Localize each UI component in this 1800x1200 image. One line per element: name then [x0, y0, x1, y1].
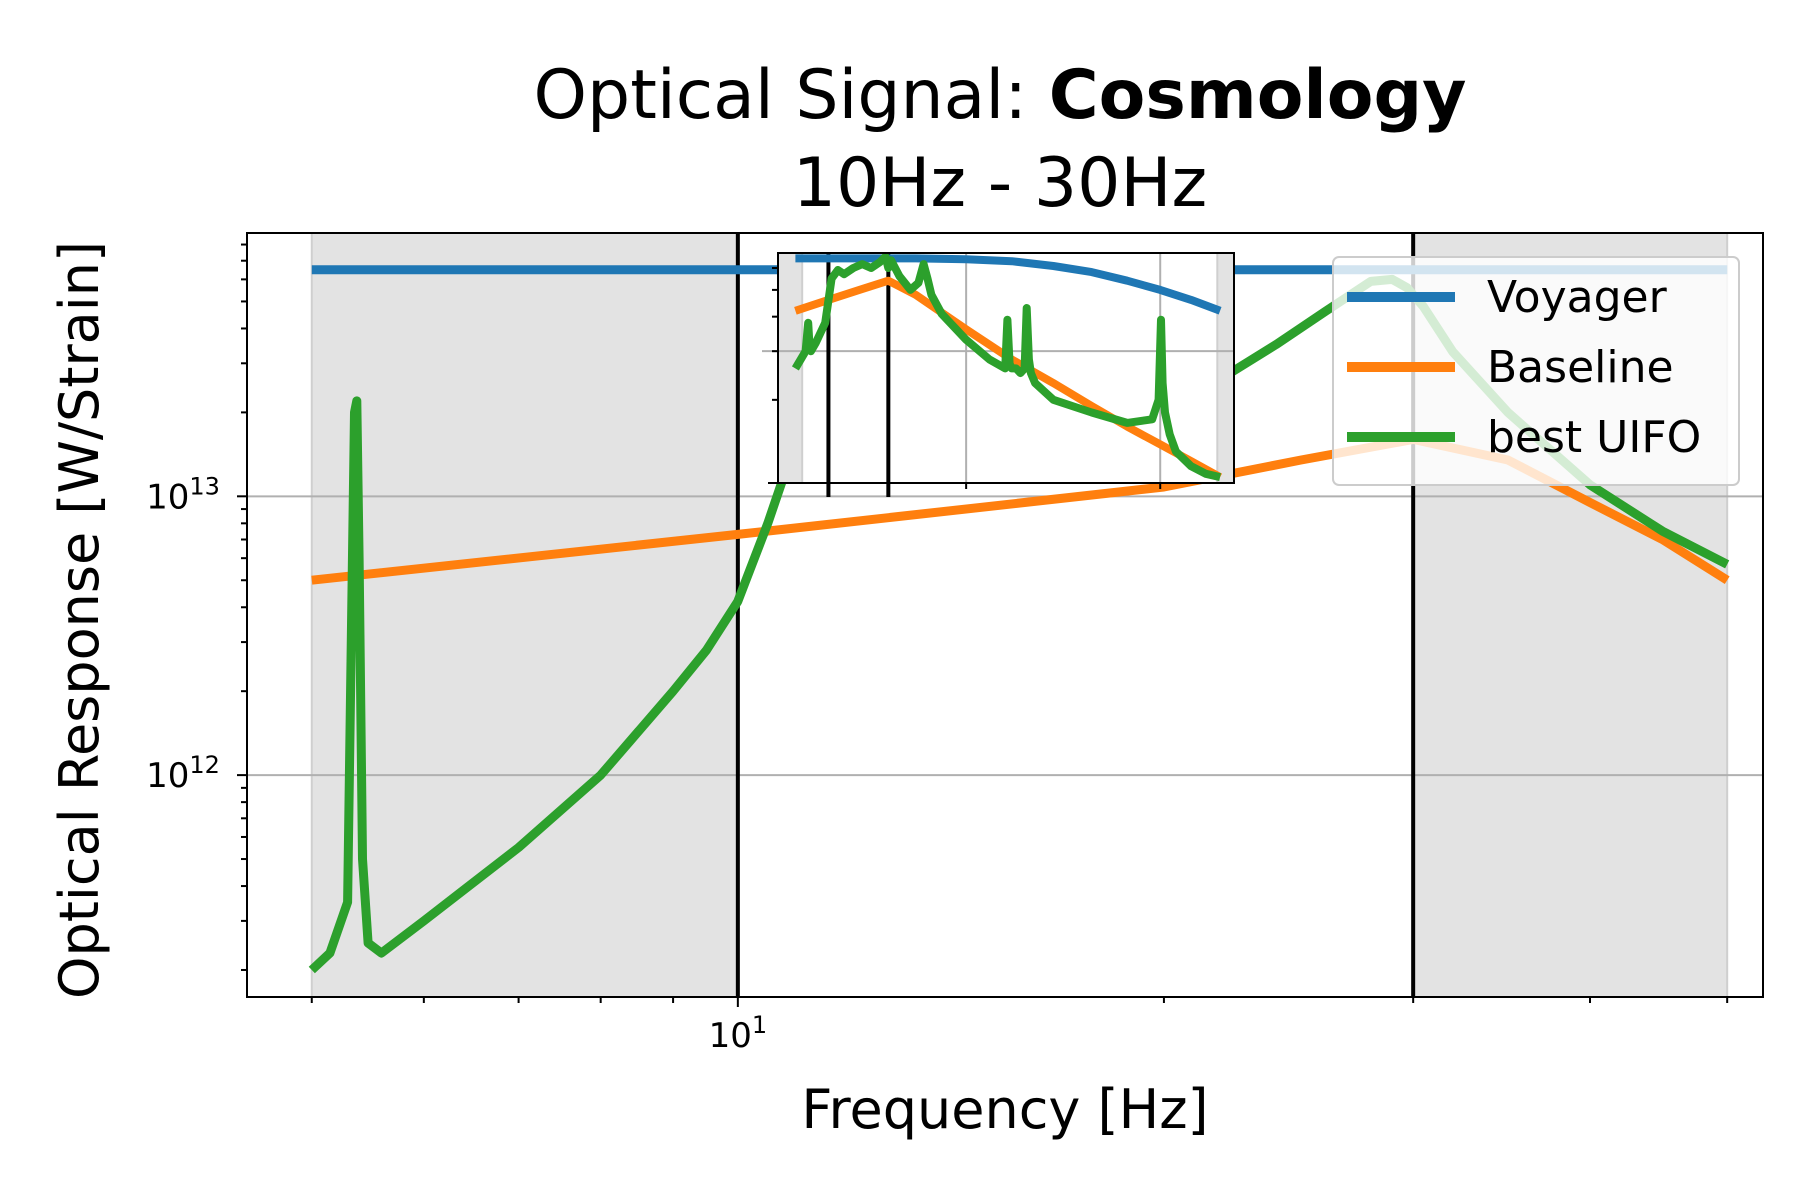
y-tick-label-exp: 12: [189, 751, 220, 779]
inset-plot-frame: [777, 252, 1235, 484]
chart-title-bold: Cosmology: [1049, 56, 1467, 135]
x-tick-label-exp: 1: [752, 1011, 767, 1039]
chart-legend: Voyager Baseline best UIFO: [1332, 256, 1740, 486]
x-tick-label-base: 10: [709, 1016, 752, 1056]
inset-shaded-region-2: [1217, 253, 1234, 483]
chart-title-prefix: Optical Signal:: [534, 56, 1049, 135]
chart-subtitle: 10Hz - 30Hz: [793, 144, 1207, 223]
main-plot-frame: [246, 232, 1764, 998]
inset-series-voyager: [795, 254, 1222, 315]
chart-title: Optical Signal: Cosmology: [534, 56, 1467, 135]
inset-series-lines: [791, 252, 1223, 481]
x-axis-label: Frequency [Hz]: [801, 1078, 1208, 1141]
y-tick-label-exp: 13: [189, 472, 220, 500]
inset-plot: [762, 252, 1235, 497]
y-tick-label: 1012: [146, 751, 220, 796]
main-shaded-region-1: [311, 233, 738, 997]
inset-ticks: [768, 267, 1162, 489]
y-axis-label: Optical Response [W/Strain]: [48, 241, 111, 999]
inset-series-best-uifo: [791, 252, 1221, 481]
inset-shaded-regions: [778, 253, 1234, 483]
legend-box: [1332, 256, 1740, 486]
legend-label-best-uifo: best UIFO: [1487, 412, 1701, 463]
y-tick-label: 1013: [146, 472, 220, 517]
legend-label-voyager: Voyager: [1487, 272, 1668, 323]
x-tick-label: 101: [709, 1011, 768, 1056]
y-tick-label-base: 10: [146, 756, 189, 796]
legend-label-baseline: Baseline: [1487, 342, 1674, 393]
y-tick-label-base: 10: [146, 477, 189, 517]
